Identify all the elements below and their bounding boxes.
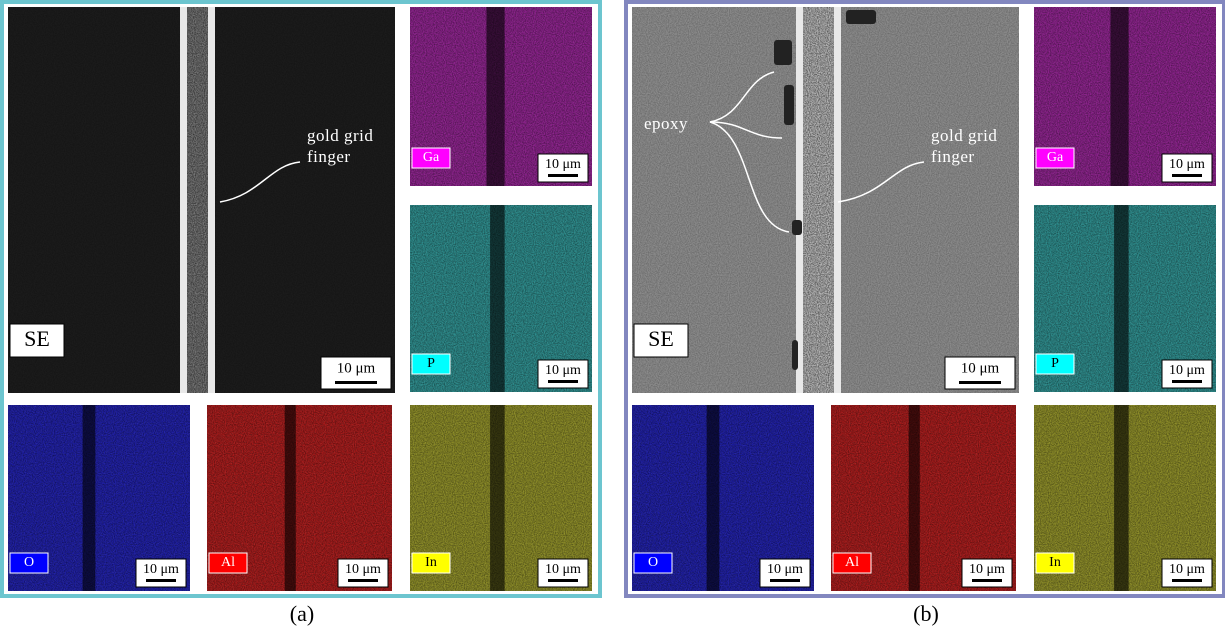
map-stripe	[909, 405, 920, 591]
element-label: Ga	[1047, 150, 1064, 165]
element-label: In	[1049, 555, 1061, 570]
element-label: Al	[845, 555, 859, 570]
page: SE 10 μm gold grid finger Ga 10 μm P 10 μm In 10 …	[0, 0, 1225, 634]
scale-label: 10 μm	[545, 157, 581, 172]
map-stripe	[707, 405, 720, 591]
element-label: O	[24, 555, 34, 570]
scale-bar	[548, 174, 578, 177]
map-stripe	[490, 205, 505, 392]
element-label: P	[427, 356, 435, 371]
scale-label: 10 μm	[337, 361, 376, 377]
scale-bar	[770, 579, 800, 582]
scale-bar	[548, 380, 578, 383]
map-stripe	[486, 7, 504, 186]
annotation-text: epoxy	[644, 114, 688, 133]
annotation-text: finger	[931, 147, 975, 166]
finger-texture	[187, 7, 208, 393]
scale-bar	[1172, 380, 1202, 383]
annotation-text: gold grid	[307, 126, 373, 145]
map-stripe	[285, 405, 296, 591]
epoxy-patch	[774, 40, 792, 65]
epoxy-patch	[784, 85, 794, 125]
scale-label: 10 μm	[545, 363, 581, 378]
scale-bar	[1172, 579, 1202, 582]
scale-label: 10 μm	[1169, 157, 1205, 172]
scale-bar	[146, 579, 176, 582]
scale-label: 10 μm	[545, 562, 581, 577]
scale-label: 10 μm	[345, 562, 381, 577]
panel: SE 10 μm epoxy gold grid finger Ga 10 μm P 10 μm…	[626, 2, 1224, 626]
element-label: O	[648, 555, 658, 570]
annotation-text: gold grid	[931, 126, 997, 145]
element-label: Ga	[423, 150, 440, 165]
scale-bar	[348, 579, 378, 582]
scale-label: 10 μm	[767, 562, 803, 577]
se-label: SE	[648, 326, 674, 351]
map-stripe	[490, 405, 505, 591]
panel-caption: (a)	[290, 601, 314, 626]
map-stripe	[83, 405, 96, 591]
map-stripe	[1114, 405, 1129, 591]
map-stripe	[1110, 7, 1128, 186]
scale-bar	[972, 579, 1002, 582]
panel-caption: (b)	[913, 601, 939, 626]
epoxy-patch	[846, 10, 876, 24]
se-label: SE	[24, 326, 50, 351]
annotation-text: finger	[307, 147, 351, 166]
scale-label: 10 μm	[969, 562, 1005, 577]
scale-bar	[548, 579, 578, 582]
map-stripe	[1114, 205, 1129, 392]
scale-bar	[1172, 174, 1202, 177]
scale-label: 10 μm	[1169, 562, 1205, 577]
epoxy-patch	[792, 340, 798, 370]
scale-bar	[335, 381, 377, 384]
figure: SE 10 μm gold grid finger Ga 10 μm P 10 μm In 10 …	[0, 0, 1225, 634]
scale-label: 10 μm	[961, 361, 1000, 377]
panel: SE 10 μm gold grid finger Ga 10 μm P 10 μm In 10 …	[2, 2, 600, 626]
finger-texture	[803, 7, 834, 393]
scale-label: 10 μm	[1169, 363, 1205, 378]
scale-label: 10 μm	[143, 562, 179, 577]
element-label: P	[1051, 356, 1059, 371]
scale-bar	[959, 381, 1001, 384]
epoxy-patch	[792, 220, 802, 235]
element-label: In	[425, 555, 437, 570]
element-label: Al	[221, 555, 235, 570]
